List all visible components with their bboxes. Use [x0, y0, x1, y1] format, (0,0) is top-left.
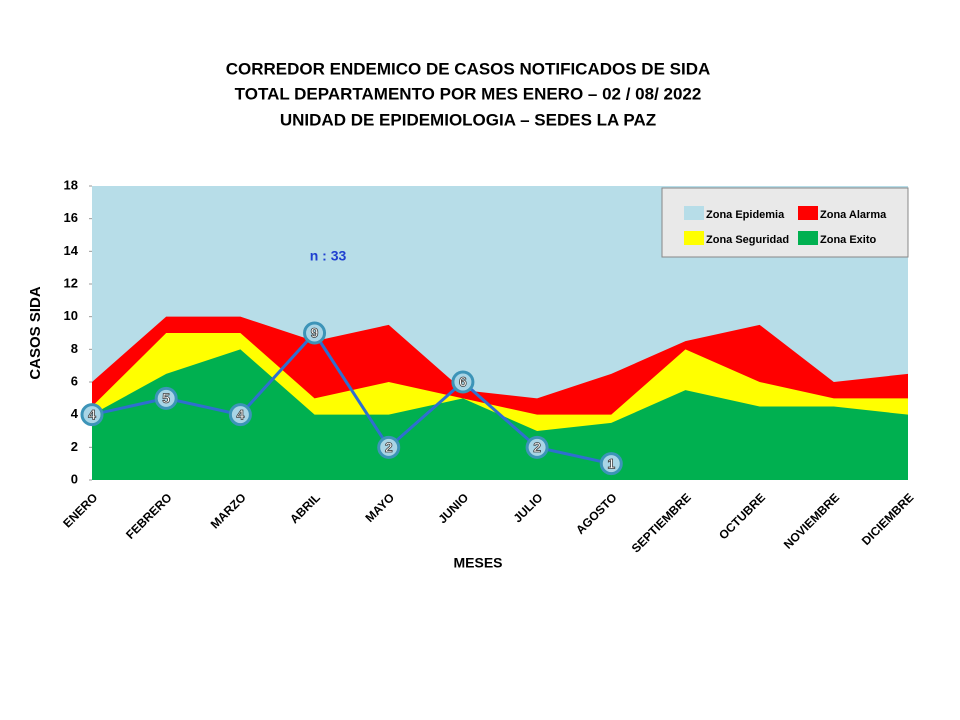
x-tick-label: JUNIO	[435, 490, 471, 526]
title-line: CORREDOR ENDEMICO DE CASOS NOTIFICADOS D…	[226, 59, 711, 78]
x-tick-label: SEPTIEMBRE	[629, 490, 694, 555]
x-tick-label: MAYO	[363, 490, 398, 525]
y-tick-label: 14	[64, 243, 79, 258]
y-tick-label: 6	[71, 373, 78, 388]
y-tick-label: 4	[71, 406, 79, 421]
y-tick-label: 8	[71, 341, 78, 356]
legend-label: Zona Alarma	[820, 209, 887, 221]
x-tick-label: AGOSTO	[573, 490, 620, 537]
case-label: 2	[385, 439, 393, 455]
case-marker	[154, 386, 178, 410]
y-axis-label: CASOS SIDA	[27, 286, 44, 380]
y-tick-label: 12	[64, 275, 78, 290]
case-marker	[377, 435, 401, 459]
case-label: 5	[162, 390, 170, 406]
legend-label: Zona Exito	[820, 234, 877, 246]
y-tick-label: 10	[64, 308, 78, 323]
case-marker	[599, 452, 623, 476]
y-tick-label: 18	[64, 177, 78, 192]
x-tick-label: FEBRERO	[123, 490, 174, 541]
legend-swatch	[798, 206, 818, 220]
title-line: TOTAL DEPARTAMENTO POR MES ENERO – 02 / …	[235, 84, 702, 103]
case-label: 9	[311, 325, 319, 341]
legend-box	[661, 187, 909, 258]
legend-swatch	[684, 231, 704, 245]
case-label: 4	[236, 406, 244, 422]
y-tick-label: 0	[71, 471, 78, 486]
case-label: 6	[459, 374, 467, 390]
legend-swatch	[798, 231, 818, 245]
case-marker	[80, 403, 104, 427]
case-label: 2	[533, 439, 541, 455]
y-tick-label: 16	[64, 210, 78, 225]
case-label: 4	[88, 406, 96, 422]
case-marker	[525, 435, 549, 459]
y-tick-label: 2	[71, 439, 78, 454]
x-axis-label: MESES	[453, 555, 502, 571]
x-tick-label: JULIO	[511, 490, 546, 525]
legend-label: Zona Seguridad	[706, 234, 789, 246]
case-label: 1	[607, 455, 615, 471]
x-tick-label: NOVIEMBRE	[781, 490, 842, 551]
case-marker	[303, 321, 327, 345]
x-tick-label: ENERO	[60, 490, 100, 530]
x-tick-label: OCTUBRE	[716, 490, 768, 542]
title-line: UNIDAD DE EPIDEMIOLOGIA – SEDES LA PAZ	[280, 110, 656, 129]
x-tick-label: DICIEMBRE	[859, 490, 917, 548]
legend-swatch	[684, 206, 704, 220]
x-tick-label: MARZO	[208, 490, 249, 531]
legend-label: Zona Epidemia	[706, 209, 785, 221]
cases-line	[91, 330, 612, 466]
x-tick-label: ABRIL	[287, 490, 323, 526]
case-marker	[228, 403, 252, 427]
annotation: n : 33	[310, 248, 347, 264]
case-marker	[451, 370, 475, 394]
